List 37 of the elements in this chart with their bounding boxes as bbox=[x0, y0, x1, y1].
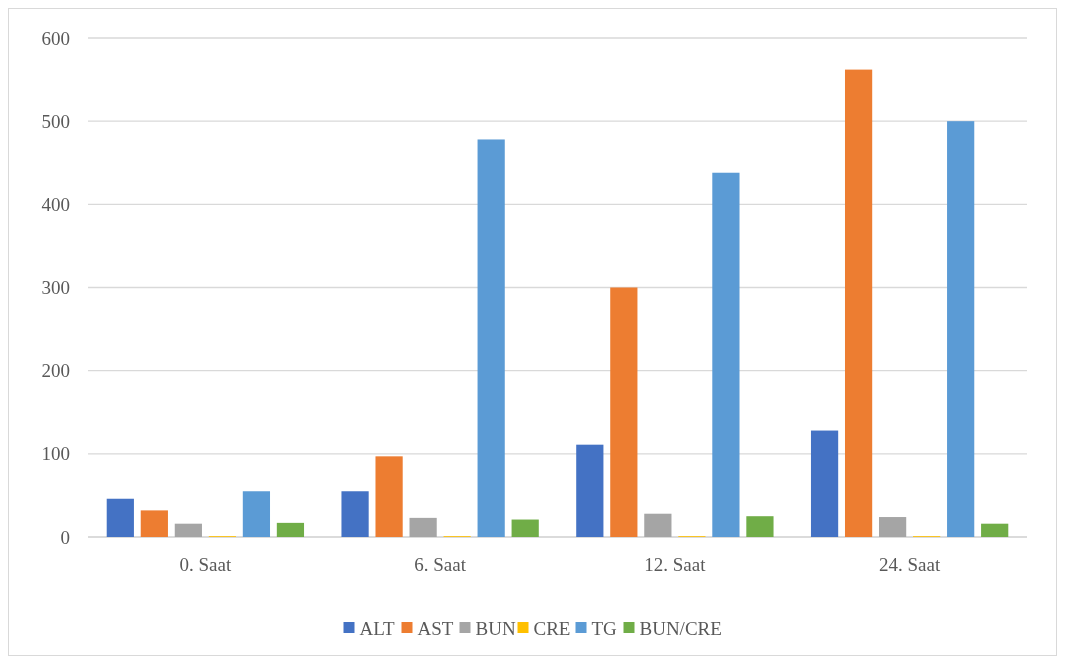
bar bbox=[879, 517, 907, 537]
bar bbox=[947, 121, 975, 537]
bar bbox=[610, 287, 638, 537]
bar bbox=[981, 523, 1009, 537]
legend-label: TG bbox=[591, 617, 618, 639]
bar bbox=[375, 456, 403, 537]
y-tick-label: 0 bbox=[60, 526, 70, 548]
y-tick-label: 200 bbox=[41, 360, 70, 382]
y-tick-label: 600 bbox=[41, 27, 70, 49]
x-tick-label: 24. Saat bbox=[879, 554, 941, 575]
bar bbox=[810, 430, 839, 537]
legend-label: CRE bbox=[533, 617, 571, 639]
bar bbox=[712, 172, 740, 537]
legend-label: BUN bbox=[475, 617, 516, 639]
y-tick-label: 500 bbox=[41, 110, 70, 132]
y-tick-label: 300 bbox=[41, 277, 70, 299]
bar bbox=[140, 510, 168, 537]
x-tick-label: 6. Saat bbox=[414, 554, 467, 575]
y-tick-label: 100 bbox=[41, 443, 70, 465]
bar bbox=[644, 513, 672, 537]
bar bbox=[746, 516, 774, 537]
bar bbox=[409, 517, 437, 537]
bar bbox=[511, 519, 539, 537]
x-tick-label: 0. Saat bbox=[179, 554, 232, 575]
bar bbox=[106, 498, 134, 537]
y-tick-label: 400 bbox=[41, 193, 70, 215]
bar bbox=[844, 69, 873, 537]
legend-label: ALT bbox=[359, 617, 396, 639]
bar bbox=[341, 491, 369, 537]
bar bbox=[477, 139, 505, 537]
bar bbox=[242, 491, 271, 537]
bar bbox=[576, 444, 604, 537]
bar bbox=[276, 522, 305, 537]
bar bbox=[174, 523, 202, 537]
x-tick-label: 12. Saat bbox=[644, 554, 707, 575]
legend-label: BUN/CRE bbox=[639, 617, 722, 639]
legend-label: AST bbox=[417, 617, 454, 639]
